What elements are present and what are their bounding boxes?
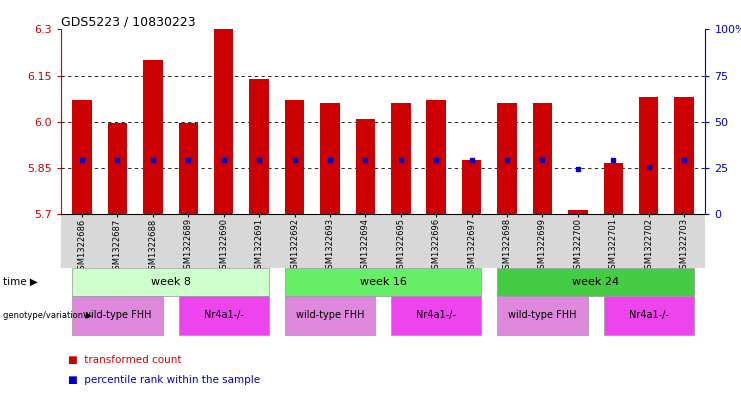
Bar bbox=[179, 123, 198, 214]
Bar bbox=[639, 97, 659, 214]
Text: time ▶: time ▶ bbox=[3, 277, 38, 287]
Text: Nr4a1-/-: Nr4a1-/- bbox=[416, 310, 456, 320]
Bar bbox=[427, 100, 446, 214]
Text: Nr4a1-/-: Nr4a1-/- bbox=[629, 310, 668, 320]
Bar bbox=[73, 100, 92, 214]
Text: genotype/variation ▶: genotype/variation ▶ bbox=[3, 311, 92, 320]
Text: wild-type FHH: wild-type FHH bbox=[83, 310, 152, 320]
Text: week 16: week 16 bbox=[359, 277, 407, 287]
Bar bbox=[285, 100, 305, 214]
Bar bbox=[214, 29, 233, 214]
Bar bbox=[604, 163, 623, 214]
Bar bbox=[320, 103, 339, 214]
Bar bbox=[143, 60, 162, 214]
Bar bbox=[356, 119, 375, 214]
Bar bbox=[533, 103, 552, 214]
Bar bbox=[462, 160, 482, 214]
Text: Nr4a1-/-: Nr4a1-/- bbox=[204, 310, 244, 320]
Text: week 24: week 24 bbox=[572, 277, 619, 287]
Text: wild-type FHH: wild-type FHH bbox=[508, 310, 576, 320]
Bar bbox=[674, 97, 694, 214]
Bar bbox=[107, 123, 127, 214]
Text: ■  transformed count: ■ transformed count bbox=[68, 354, 182, 365]
Bar bbox=[568, 211, 588, 214]
Text: wild-type FHH: wild-type FHH bbox=[296, 310, 365, 320]
Bar bbox=[497, 103, 516, 214]
Text: GDS5223 / 10830223: GDS5223 / 10830223 bbox=[61, 15, 196, 28]
Bar bbox=[391, 103, 411, 214]
Text: ■  percentile rank within the sample: ■ percentile rank within the sample bbox=[68, 375, 260, 386]
Text: week 8: week 8 bbox=[150, 277, 190, 287]
Bar bbox=[250, 79, 269, 214]
